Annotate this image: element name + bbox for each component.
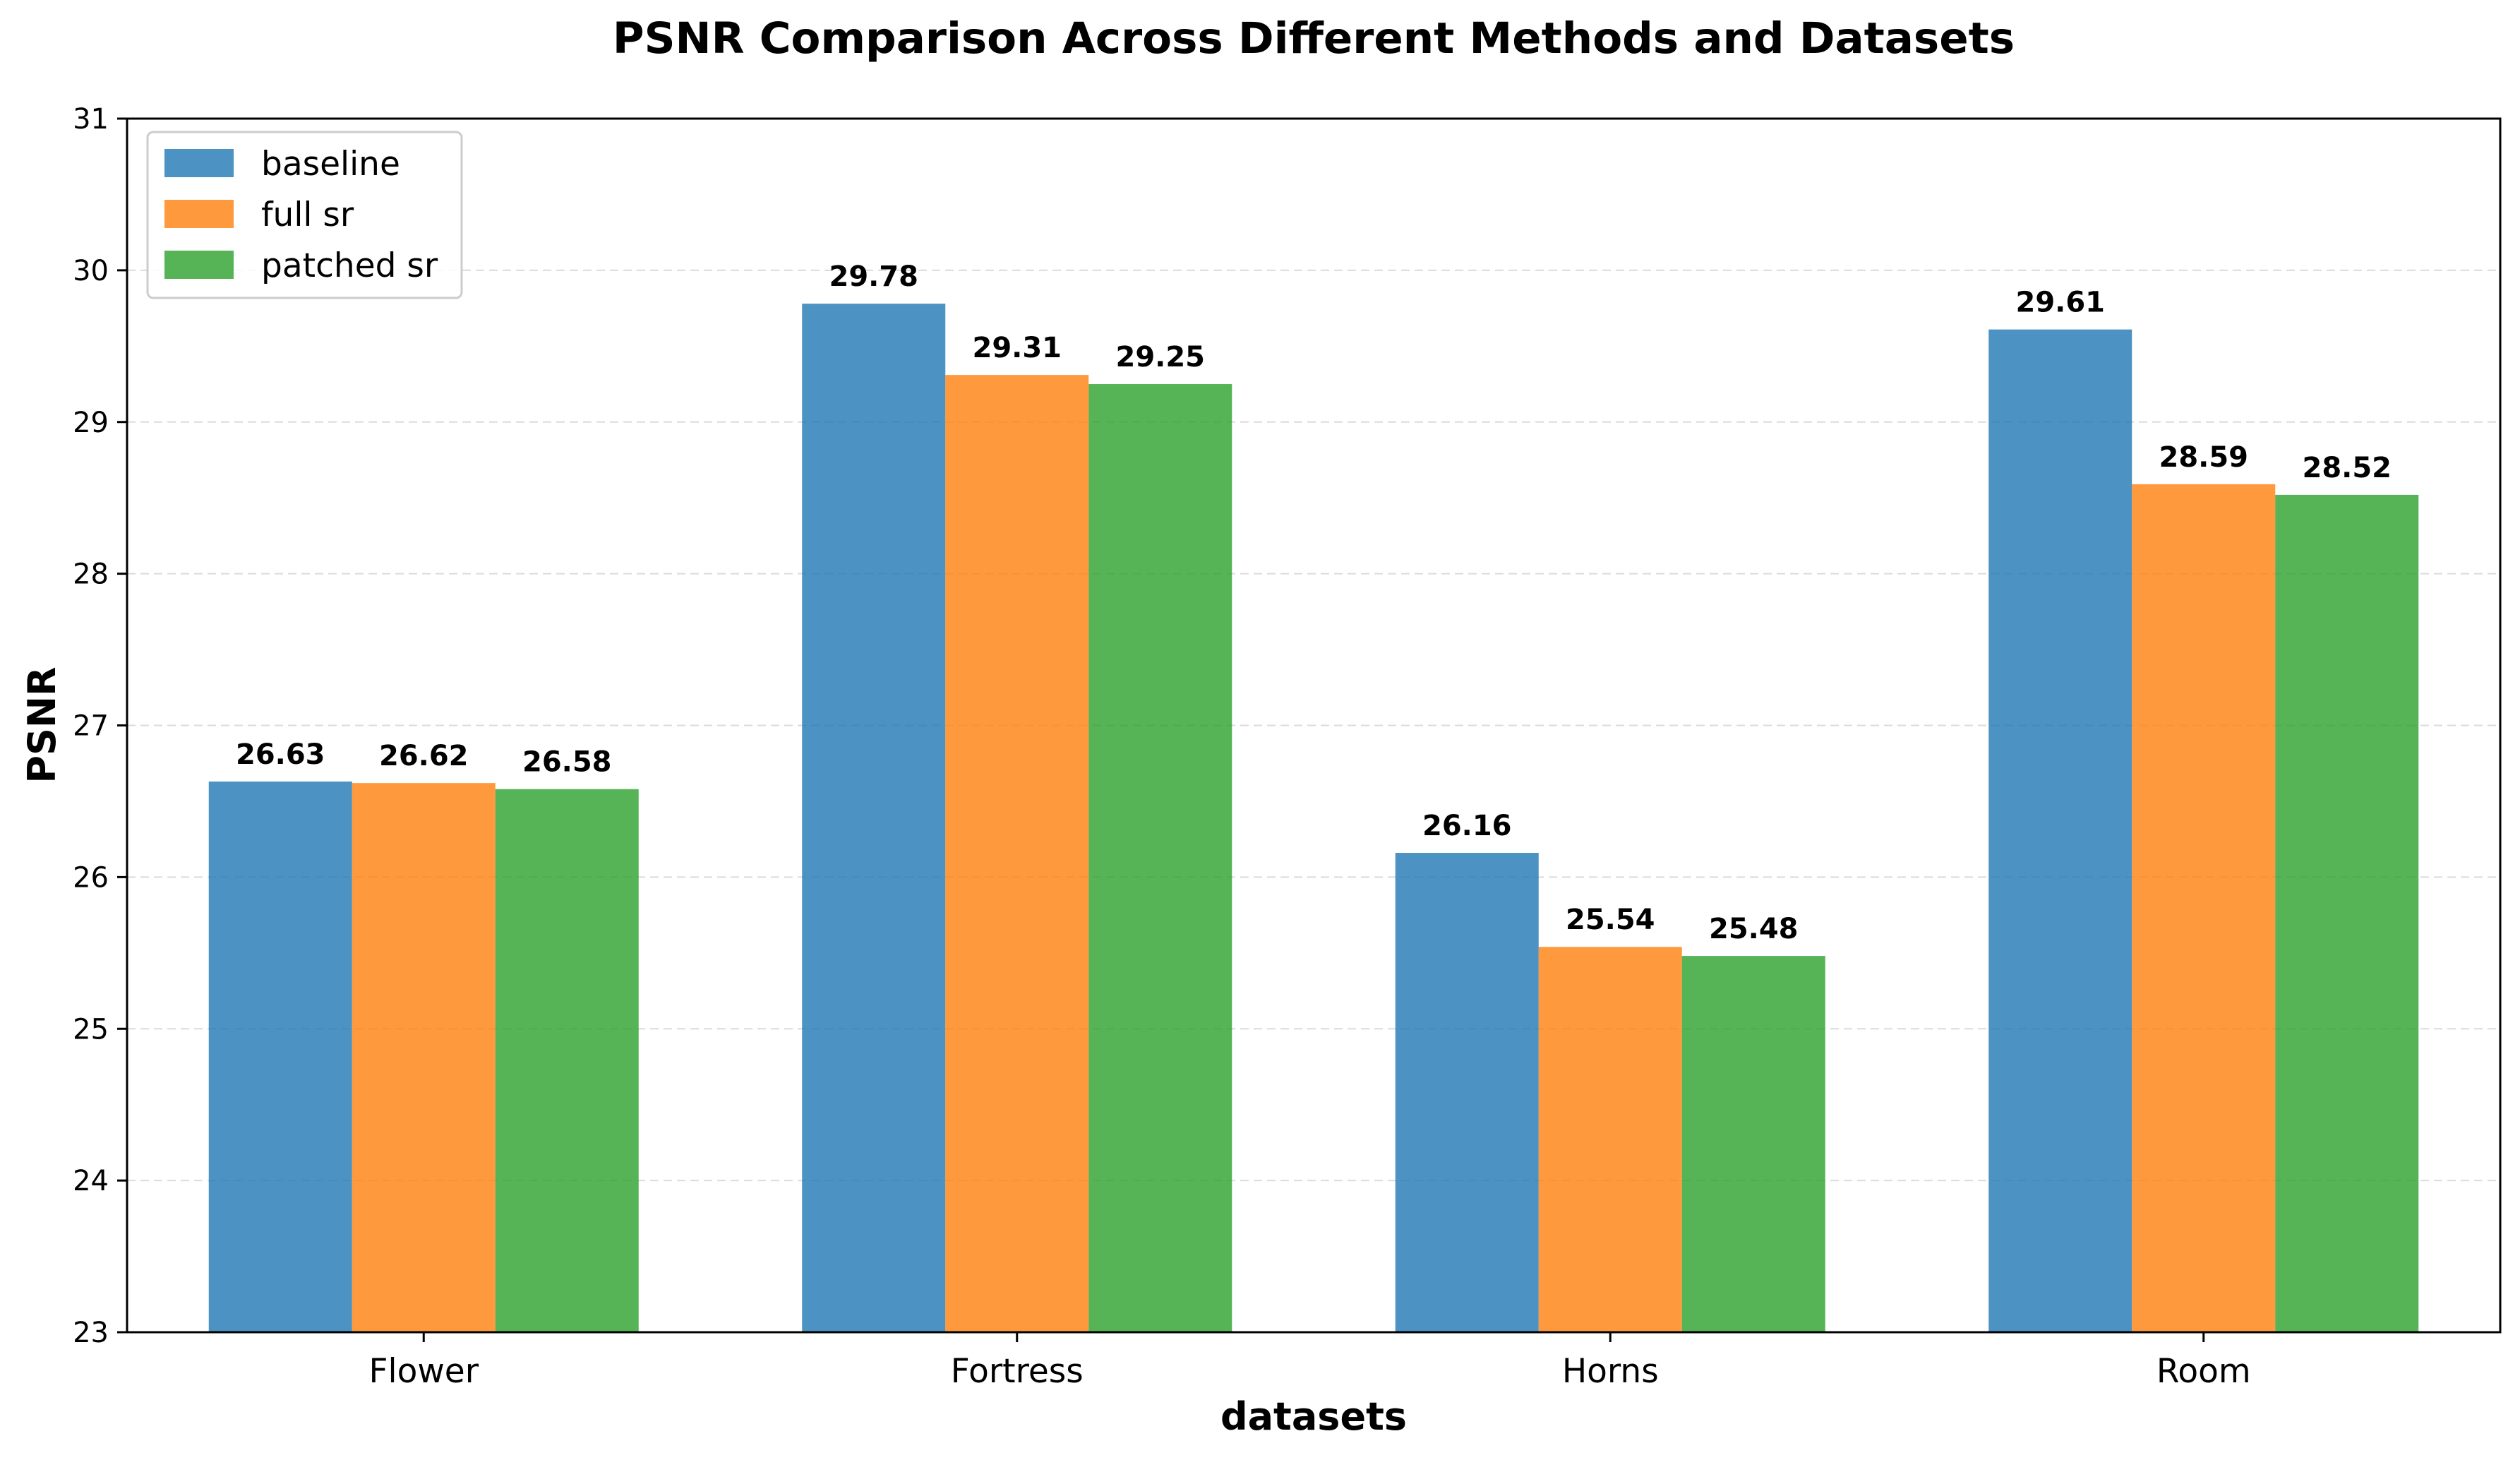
bar-full-sr-flower	[352, 783, 496, 1332]
bar-baseline-fortress	[802, 304, 946, 1333]
bar-patched-sr-fortress	[1088, 384, 1232, 1332]
x-axis: Flower Fortress Horns Room	[368, 1332, 2251, 1391]
bar-value-label: 26.62	[379, 740, 469, 772]
y-tick-label: 23	[73, 1317, 109, 1349]
legend: baseline full sr patched sr	[146, 131, 463, 299]
legend-label: patched sr	[261, 246, 438, 285]
bar-baseline-room	[1988, 329, 2132, 1332]
legend-swatch	[164, 251, 234, 279]
y-tick-label: 26	[73, 861, 109, 894]
bar-value-label: 26.63	[236, 738, 325, 771]
bar-value-labels: 26.63 26.62 26.58 29.78 29.31 29.25 26.16 25.54…	[236, 261, 2392, 945]
y-tick-label: 24	[73, 1165, 109, 1197]
bar-value-label: 28.59	[2159, 441, 2248, 474]
bars	[208, 304, 2419, 1333]
legend-label: full sr	[261, 196, 354, 234]
y-tick-label: 29	[73, 407, 109, 439]
y-tick-label: 31	[73, 103, 109, 136]
bar-full-sr-fortress	[945, 375, 1089, 1333]
chart-title: PSNR Comparison Across Different Methods…	[613, 13, 2015, 64]
y-tick-label: 25	[73, 1013, 109, 1046]
legend-label: baseline	[261, 145, 400, 184]
bar-full-sr-room	[2132, 484, 2276, 1332]
legend-swatch	[164, 200, 234, 228]
y-tick-label: 30	[73, 255, 109, 287]
bar-patched-sr-flower	[495, 789, 639, 1332]
bar-value-label: 25.48	[1709, 913, 1799, 945]
bar-value-label: 29.78	[829, 261, 918, 293]
x-tick-label: Horns	[1562, 1352, 1659, 1391]
x-tick-label: Flower	[368, 1352, 479, 1391]
bar-full-sr-horns	[1538, 947, 1682, 1332]
bar-value-label: 26.16	[1422, 810, 1512, 842]
x-axis-label: datasets	[1220, 1394, 1407, 1439]
y-tick-label: 27	[73, 710, 109, 743]
bar-value-label: 26.58	[522, 746, 612, 779]
bar-baseline-flower	[208, 782, 352, 1332]
bar-value-label: 28.52	[2302, 452, 2392, 484]
legend-swatch	[164, 149, 234, 177]
bar-value-label: 25.54	[1566, 904, 1655, 936]
bar-patched-sr-horns	[1681, 956, 1825, 1332]
bar-patched-sr-room	[2275, 494, 2419, 1332]
bar-value-label: 29.61	[2015, 287, 2105, 319]
x-tick-label: Fortress	[951, 1352, 1084, 1391]
bar-baseline-horns	[1395, 852, 1539, 1332]
x-tick-label: Room	[2156, 1352, 2251, 1391]
y-axis: 23 24 25 26 27 28 29 30 31	[73, 103, 127, 1349]
y-axis-label: PSNR	[20, 666, 64, 783]
y-tick-label: 28	[73, 558, 109, 591]
bar-value-label: 29.31	[972, 332, 1062, 364]
bar-value-label: 29.25	[1115, 341, 1205, 373]
